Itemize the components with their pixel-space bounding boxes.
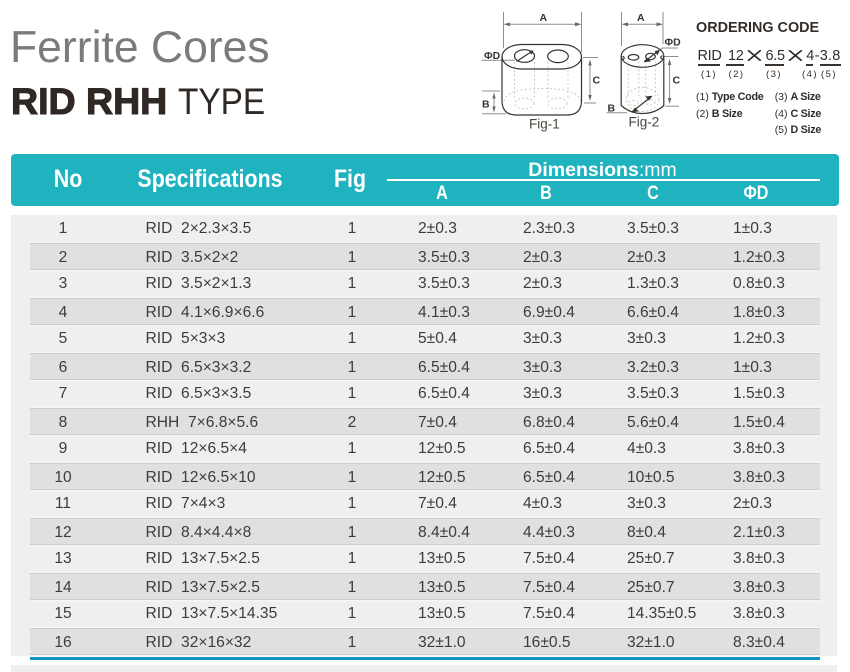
svg-text:ΦD: ΦD (665, 37, 682, 49)
svg-text:Fig-2: Fig-2 (629, 115, 660, 130)
svg-text:B: B (608, 103, 616, 115)
svg-text:ΦD: ΦD (484, 50, 501, 62)
svg-text:Fig-1: Fig-1 (529, 117, 560, 132)
svg-text:A: A (540, 12, 548, 24)
svg-text:A: A (637, 12, 645, 24)
svg-text:B: B (482, 99, 490, 111)
svg-text:C: C (673, 75, 681, 87)
svg-text:C: C (593, 75, 601, 87)
